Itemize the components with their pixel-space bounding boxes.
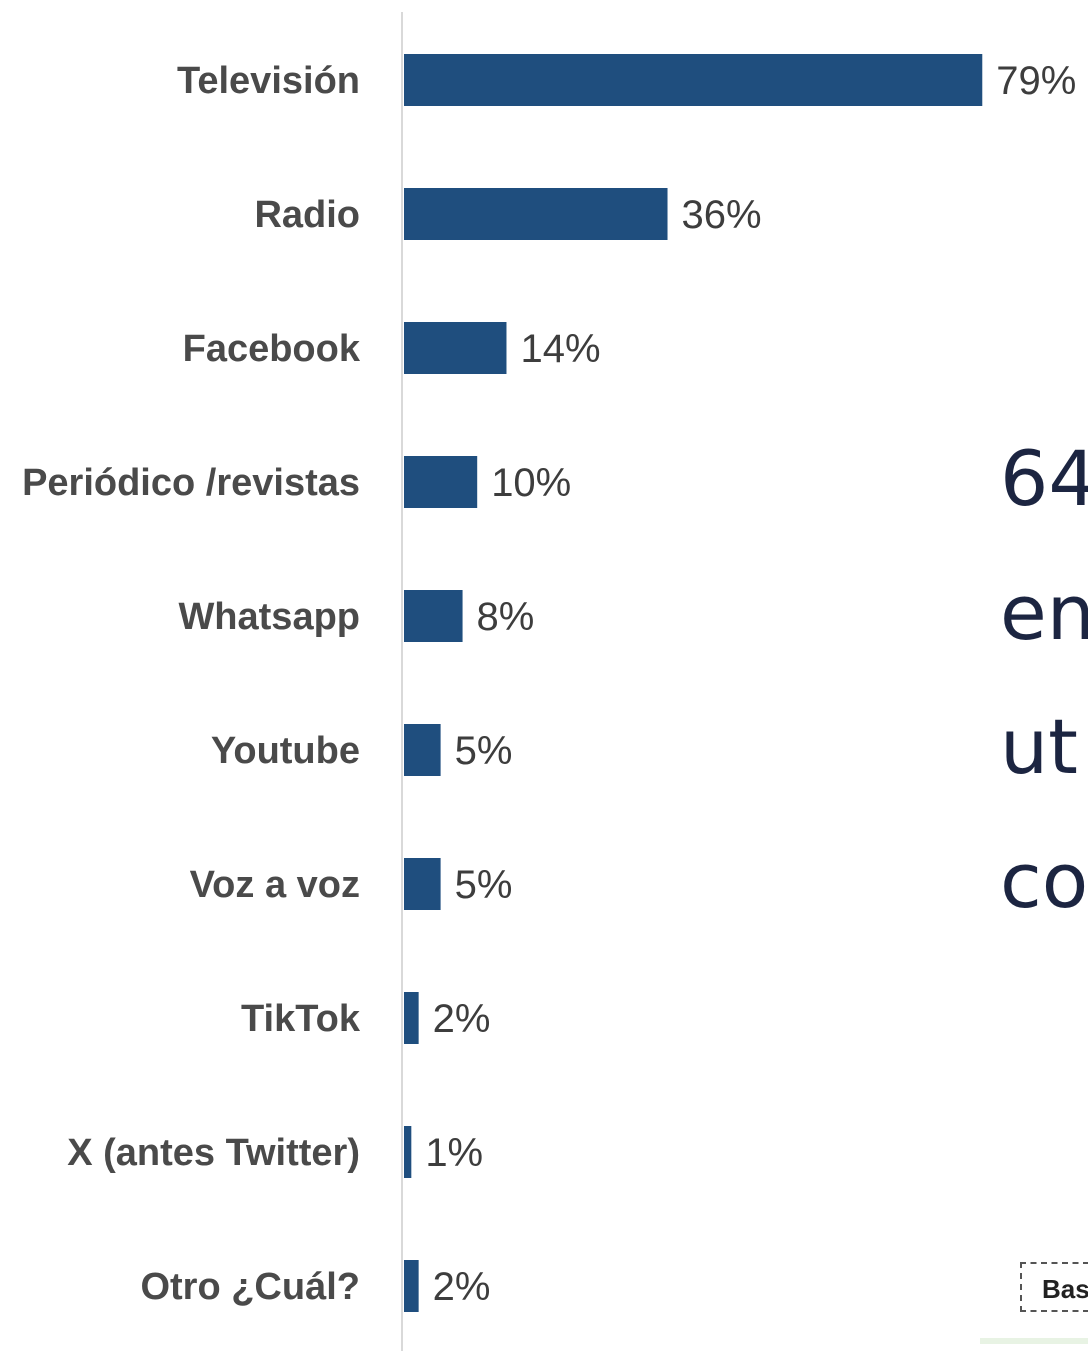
value-label: 79% xyxy=(996,59,1076,103)
value-label: 2% xyxy=(433,1265,491,1309)
category-label: Otro ¿Cuál? xyxy=(140,1266,360,1308)
value-label: 5% xyxy=(455,729,513,773)
category-label: Televisión xyxy=(177,60,360,102)
value-label: 5% xyxy=(455,863,513,907)
bar xyxy=(404,188,668,240)
bar xyxy=(404,1260,419,1312)
category-label: X (antes Twitter) xyxy=(67,1132,360,1174)
value-label: 10% xyxy=(491,461,571,505)
category-label: TikTok xyxy=(241,998,361,1040)
bar xyxy=(404,724,441,776)
side-text-line: 64 xyxy=(1000,434,1088,523)
side-text-line: co xyxy=(1000,836,1088,925)
category-label: Periódico /revistas xyxy=(22,462,360,504)
value-label: 36% xyxy=(682,193,762,237)
side-text-line: en xyxy=(1000,568,1088,657)
value-label: 14% xyxy=(520,327,600,371)
decorative-strip xyxy=(980,1338,1088,1344)
base-note-box: Bas xyxy=(1020,1262,1088,1312)
bars-group: Televisión 79% Radio 36% Facebook 14% Periódic… xyxy=(22,54,1076,1312)
value-label: 8% xyxy=(477,595,535,639)
category-label: Youtube xyxy=(211,730,360,772)
bar xyxy=(404,992,419,1044)
base-note-text: Bas xyxy=(1042,1274,1088,1304)
side-text-line: ut xyxy=(1000,702,1078,791)
category-label: Radio xyxy=(254,194,360,236)
category-label: Whatsapp xyxy=(178,596,360,638)
bar xyxy=(404,1126,412,1178)
bar xyxy=(404,54,983,106)
side-callout-text: 64 en ut co xyxy=(1000,412,1088,948)
value-label: 2% xyxy=(433,997,491,1041)
category-label: Facebook xyxy=(183,328,361,370)
bar xyxy=(404,322,507,374)
bar xyxy=(404,456,478,508)
bar xyxy=(404,858,441,910)
bar xyxy=(404,590,463,642)
value-label: 1% xyxy=(425,1131,483,1175)
category-label: Voz a voz xyxy=(190,864,360,906)
